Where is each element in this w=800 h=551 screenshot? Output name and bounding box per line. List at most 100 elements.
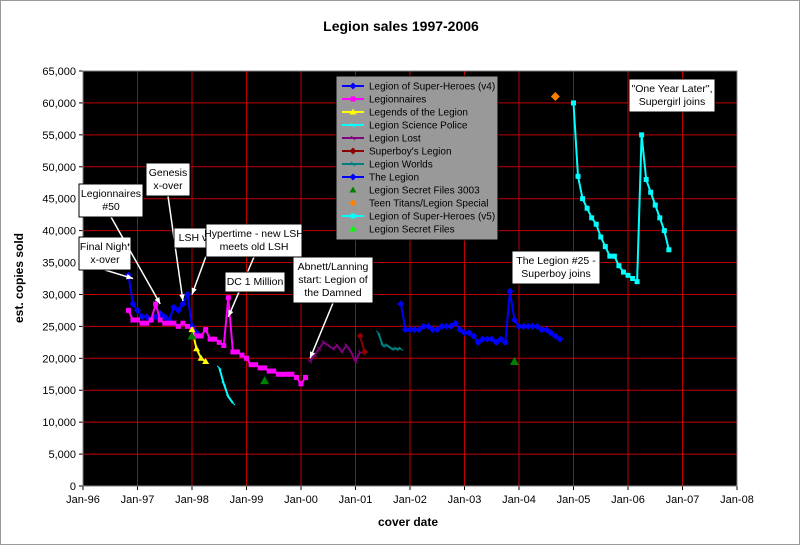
data-point — [506, 287, 514, 295]
annotation-arrowhead — [310, 351, 316, 359]
data-point — [171, 320, 177, 326]
data-point — [497, 335, 505, 343]
legend: Legion of Super-Heroes (v4) Legionnaires L… — [335, 75, 499, 241]
x-tick-label: Jan-99 — [230, 494, 264, 506]
data-point — [348, 349, 354, 355]
legend-item: Legionnaires — [342, 95, 426, 106]
y-tick-label: 50,000 — [42, 162, 76, 174]
data-point — [280, 371, 286, 377]
data-point — [135, 317, 140, 323]
data-point — [183, 290, 191, 298]
data-point — [542, 326, 550, 334]
data-point — [492, 338, 500, 346]
y-tick-label: 30,000 — [42, 289, 76, 301]
data-point — [424, 322, 432, 330]
data-point — [125, 307, 131, 313]
data-point — [152, 313, 160, 321]
data-point — [488, 335, 496, 343]
x-tick-label: Jan-03 — [448, 494, 482, 506]
data-point — [221, 343, 227, 349]
data-point — [184, 323, 190, 329]
legend-label: Legends of the Legion — [369, 108, 468, 119]
data-point — [524, 322, 532, 330]
data-point — [415, 326, 423, 334]
data-point — [593, 221, 599, 227]
data-point — [174, 306, 182, 314]
annotation-arrow — [110, 216, 161, 305]
data-point — [349, 173, 357, 181]
data-point — [661, 228, 667, 234]
data-point — [397, 300, 405, 308]
x-tick-label: Jan-06 — [611, 494, 645, 506]
annotation-text: #50 — [102, 201, 120, 213]
annotation-box — [292, 256, 374, 304]
data-point — [533, 322, 541, 330]
legend-item: Legion of Super-Heroes (v4) — [342, 82, 495, 93]
data-point — [225, 394, 231, 399]
plot-border — [82, 70, 738, 487]
data-point — [202, 358, 210, 364]
data-point — [203, 327, 209, 333]
data-point — [550, 92, 560, 102]
data-point — [170, 303, 178, 311]
data-point — [325, 343, 331, 348]
data-point — [529, 322, 537, 330]
legend-item: Legion Secret Files 3003 — [349, 186, 480, 197]
data-point — [666, 247, 672, 253]
annotation-box — [78, 183, 144, 218]
legend-label: Legionnaires — [369, 95, 426, 106]
data-point — [479, 335, 487, 343]
annotation-box — [511, 250, 601, 285]
y-tick-label: 55,000 — [42, 130, 76, 142]
data-point — [316, 346, 322, 352]
annotation-box — [205, 223, 303, 258]
data-point — [456, 326, 464, 334]
annotation: The Legion #25 -Superboy joins — [511, 250, 601, 285]
x-tick-label: Jan-01 — [339, 494, 373, 506]
annotation-text: meets old LSH — [220, 241, 289, 253]
data-point — [194, 333, 200, 339]
legend-item: Legion Lost — [342, 134, 421, 145]
annotation-box — [628, 78, 716, 113]
annotation-text: "One Year Later", — [631, 83, 712, 95]
data-point — [166, 320, 172, 326]
annotation-text: Abnett/Lanning — [298, 261, 369, 273]
data-point — [648, 189, 654, 195]
data-point — [349, 186, 357, 193]
data-point — [180, 320, 186, 326]
annotation-text: Final Night — [80, 241, 130, 253]
data-point — [575, 173, 581, 179]
data-point — [349, 199, 357, 207]
legend-item: Superboy's Legion — [342, 147, 452, 158]
data-point — [197, 354, 205, 361]
data-point — [643, 177, 649, 183]
data-point — [598, 234, 604, 240]
legend-item: Legion of Super-Heroes (v5) — [342, 212, 495, 223]
data-point — [620, 269, 626, 275]
data-point — [293, 374, 299, 380]
data-point — [275, 371, 281, 377]
legend-label: Legion Secret Files 3003 — [369, 186, 480, 197]
data-point — [551, 332, 559, 340]
series-the-legion — [397, 287, 564, 346]
annotation-box — [145, 162, 191, 197]
data-point — [161, 313, 169, 321]
annotation-text: DC 1 Million — [227, 276, 284, 288]
data-point — [652, 202, 658, 208]
data-point — [394, 346, 399, 352]
data-point — [389, 346, 395, 352]
annotation-text: Genesis — [149, 167, 188, 179]
data-point — [349, 225, 357, 232]
x-tick-label: Jan-07 — [666, 494, 700, 506]
y-tick-label: 45,000 — [42, 194, 76, 206]
legend-label: Legion of Super-Heroes (v4) — [369, 82, 495, 93]
data-point — [501, 338, 509, 346]
annotation: DC 1 Million — [224, 271, 286, 293]
series-teen-titans-legion-special — [550, 92, 560, 102]
data-point — [350, 213, 356, 219]
data-point — [483, 335, 491, 343]
data-point — [230, 400, 236, 406]
data-point — [138, 313, 146, 321]
data-point — [207, 336, 213, 342]
